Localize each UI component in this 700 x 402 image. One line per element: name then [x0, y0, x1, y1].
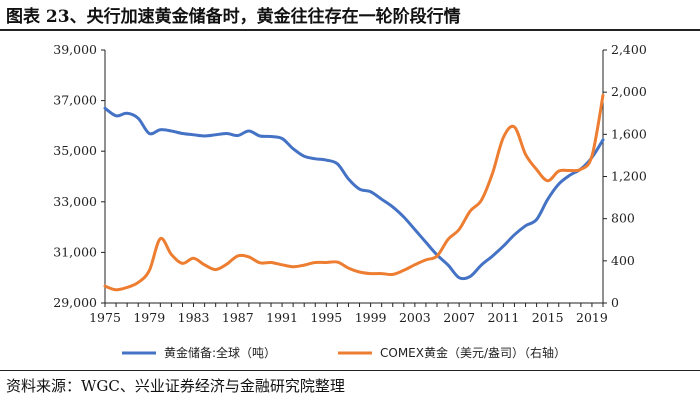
source-rule: [0, 370, 700, 371]
x-tick-label: 1987: [222, 310, 254, 325]
source-note: 资料来源：WGC、兴业证券经济与金融研究院整理: [6, 377, 345, 395]
x-tick-label: 2007: [443, 310, 475, 325]
x-tick-label: 1995: [310, 310, 342, 325]
left-tick-label: 31,000: [53, 244, 97, 259]
right-tick-label: 400: [611, 253, 635, 268]
right-tick-label: 2,000: [611, 84, 647, 99]
left-tick-label: 37,000: [53, 93, 97, 108]
x-tick-label: 1999: [355, 310, 387, 325]
legend-comex-gold-label: COMEX黄金（美元/盎司）（右轴）: [380, 345, 566, 360]
right-tick-label: 1,200: [611, 169, 647, 184]
left-tick-label: 29,000: [53, 295, 97, 310]
x-tick-label: 1979: [133, 310, 165, 325]
x-tick-label: 1983: [178, 310, 210, 325]
x-tick-label: 1991: [266, 310, 298, 325]
series-line-gold-reserves: [103, 106, 605, 281]
chart-title: 图表 23、央行加速黄金储备时，黄金往往存在一轮阶段行情: [6, 7, 461, 27]
right-tick-label: 800: [611, 211, 635, 226]
x-tick-label: 2011: [487, 310, 519, 325]
x-tick-label: 2015: [532, 310, 564, 325]
title-rule: [0, 29, 700, 31]
left-tick-label: 35,000: [53, 143, 97, 158]
x-tick-label: 1975: [89, 310, 121, 325]
chart: 29,000 31,000 33,000 35,000 37,000 39,000 0 400…: [53, 42, 647, 360]
right-tick-label: 0: [611, 295, 619, 310]
x-tick-label: 2003: [399, 310, 431, 325]
x-tick-label: 2019: [576, 310, 608, 325]
legend-gold-reserves-label: 黄金储备:全球（吨）: [164, 345, 276, 360]
left-tick-label: 33,000: [53, 194, 97, 209]
right-tick-label: 1,600: [611, 126, 647, 141]
right-tick-label: 2,400: [611, 42, 647, 57]
left-tick-label: 39,000: [53, 42, 97, 57]
series-line-comex-gold: [103, 93, 605, 292]
